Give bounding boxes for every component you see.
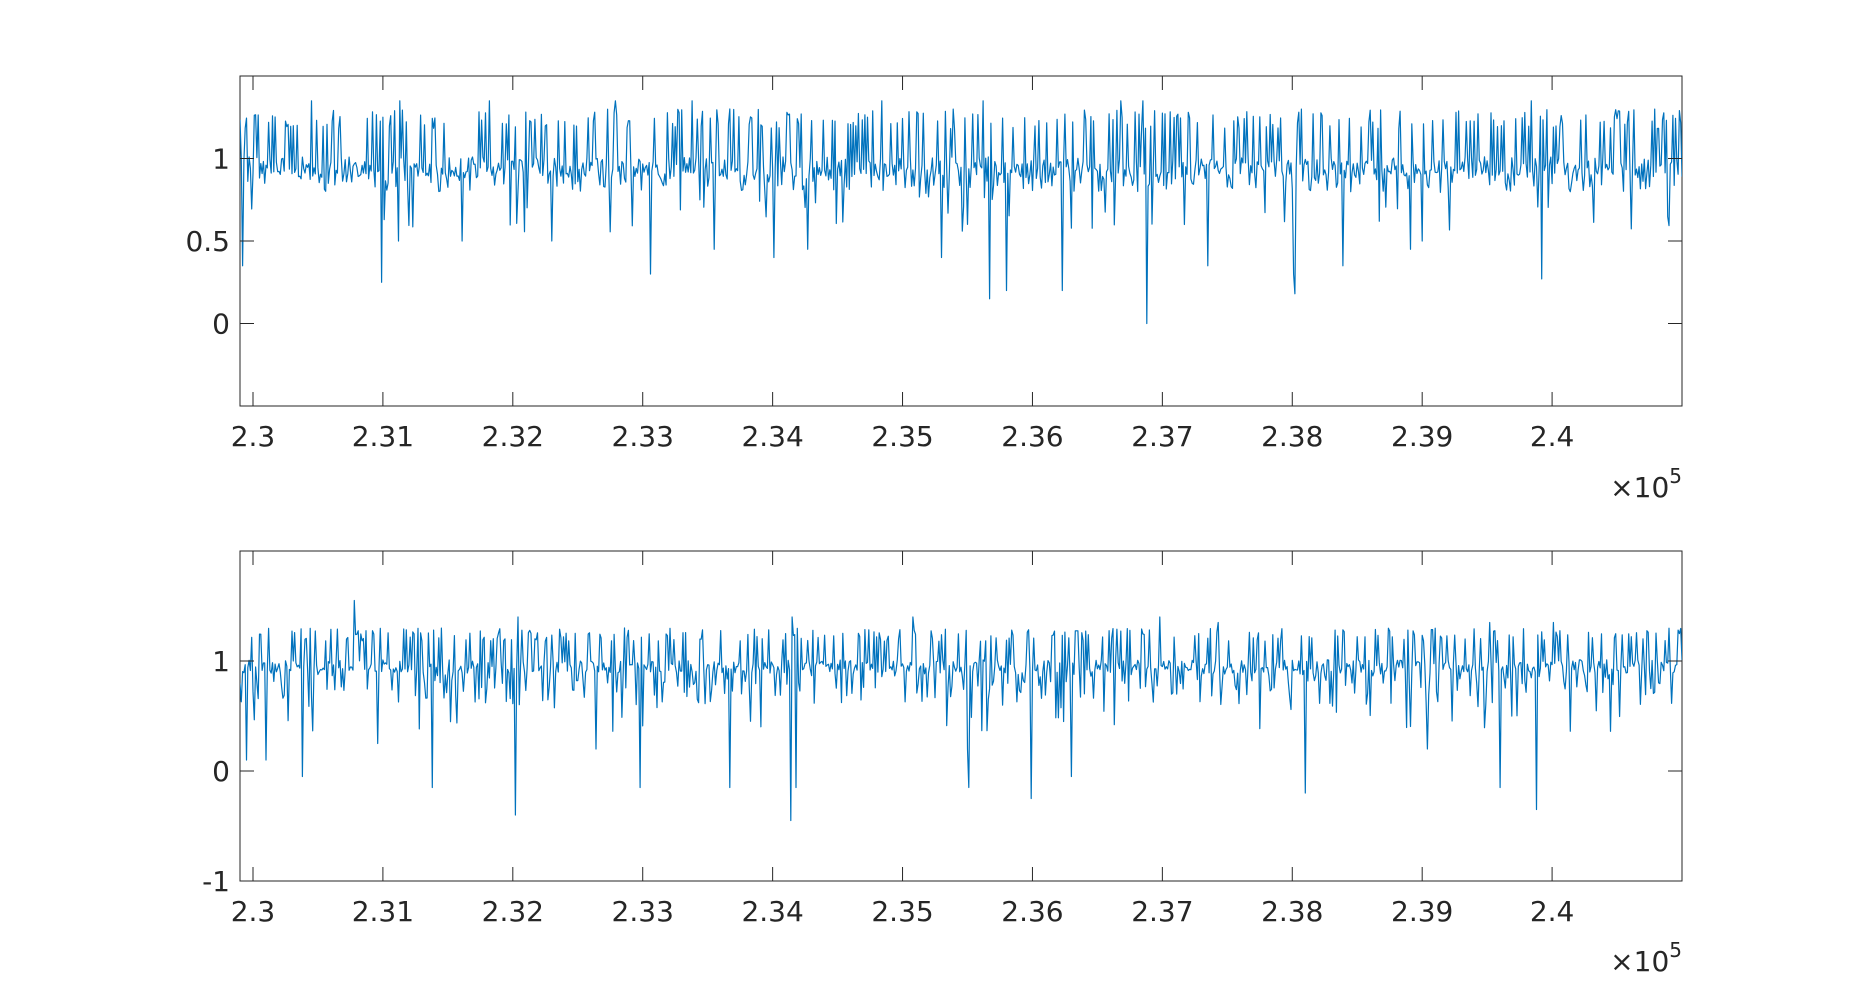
series-line (240, 100, 1682, 325)
x-tick-label: 2.38 (1261, 420, 1323, 453)
x-tick-label: 2.36 (1001, 420, 1063, 453)
x-tick-label: 2.4 (1530, 895, 1575, 928)
y-tick-label: 1 (212, 645, 230, 678)
x-exponent-label: ×105 (1610, 464, 1682, 504)
top-axes: 2.3 2.31 2.32 2.33 2.34 2.35 2.36 2.37 2.38 2.39 2… (185, 75, 1683, 504)
x-tick-label: 2.39 (1391, 895, 1453, 928)
x-tick-label: 2.33 (612, 895, 674, 928)
x-tick-label: 2.36 (1001, 895, 1063, 928)
x-tick-label: 2.31 (352, 420, 414, 453)
bottom-axes: 2.3 2.31 2.32 2.33 2.34 2.35 2.36 2.37 2.38 2.39 2… (202, 550, 1683, 978)
x-tick-label: 2.34 (741, 420, 803, 453)
x-tick-label: 2.3 (231, 420, 276, 453)
y-tick-label: 1 (212, 143, 230, 176)
y-tick-label: -1 (202, 865, 230, 898)
x-exponent-label: ×105 (1610, 938, 1682, 978)
x-tick-label: 2.32 (482, 420, 544, 453)
y-tick-label: 0 (212, 308, 230, 341)
axes-box (239, 75, 1683, 407)
x-tick-label: 2.33 (612, 420, 674, 453)
x-tick-label: 2.34 (741, 895, 803, 928)
x-tick-label: 2.4 (1530, 420, 1575, 453)
x-tick-label: 2.37 (1131, 895, 1193, 928)
y-tick-label: 0.5 (185, 225, 230, 258)
series-line (240, 599, 1682, 822)
x-tick-label: 2.3 (231, 895, 276, 928)
x-tick-label: 2.39 (1391, 420, 1453, 453)
x-tick-label: 2.32 (482, 895, 544, 928)
y-tick-label: 0 (212, 755, 230, 788)
x-tick-label: 2.38 (1261, 895, 1323, 928)
x-tick-label: 2.31 (352, 895, 414, 928)
x-tick-label: 2.35 (871, 895, 933, 928)
axes-box (239, 550, 1683, 882)
x-tick-label: 2.35 (871, 420, 933, 453)
x-tick-label: 2.37 (1131, 420, 1193, 453)
